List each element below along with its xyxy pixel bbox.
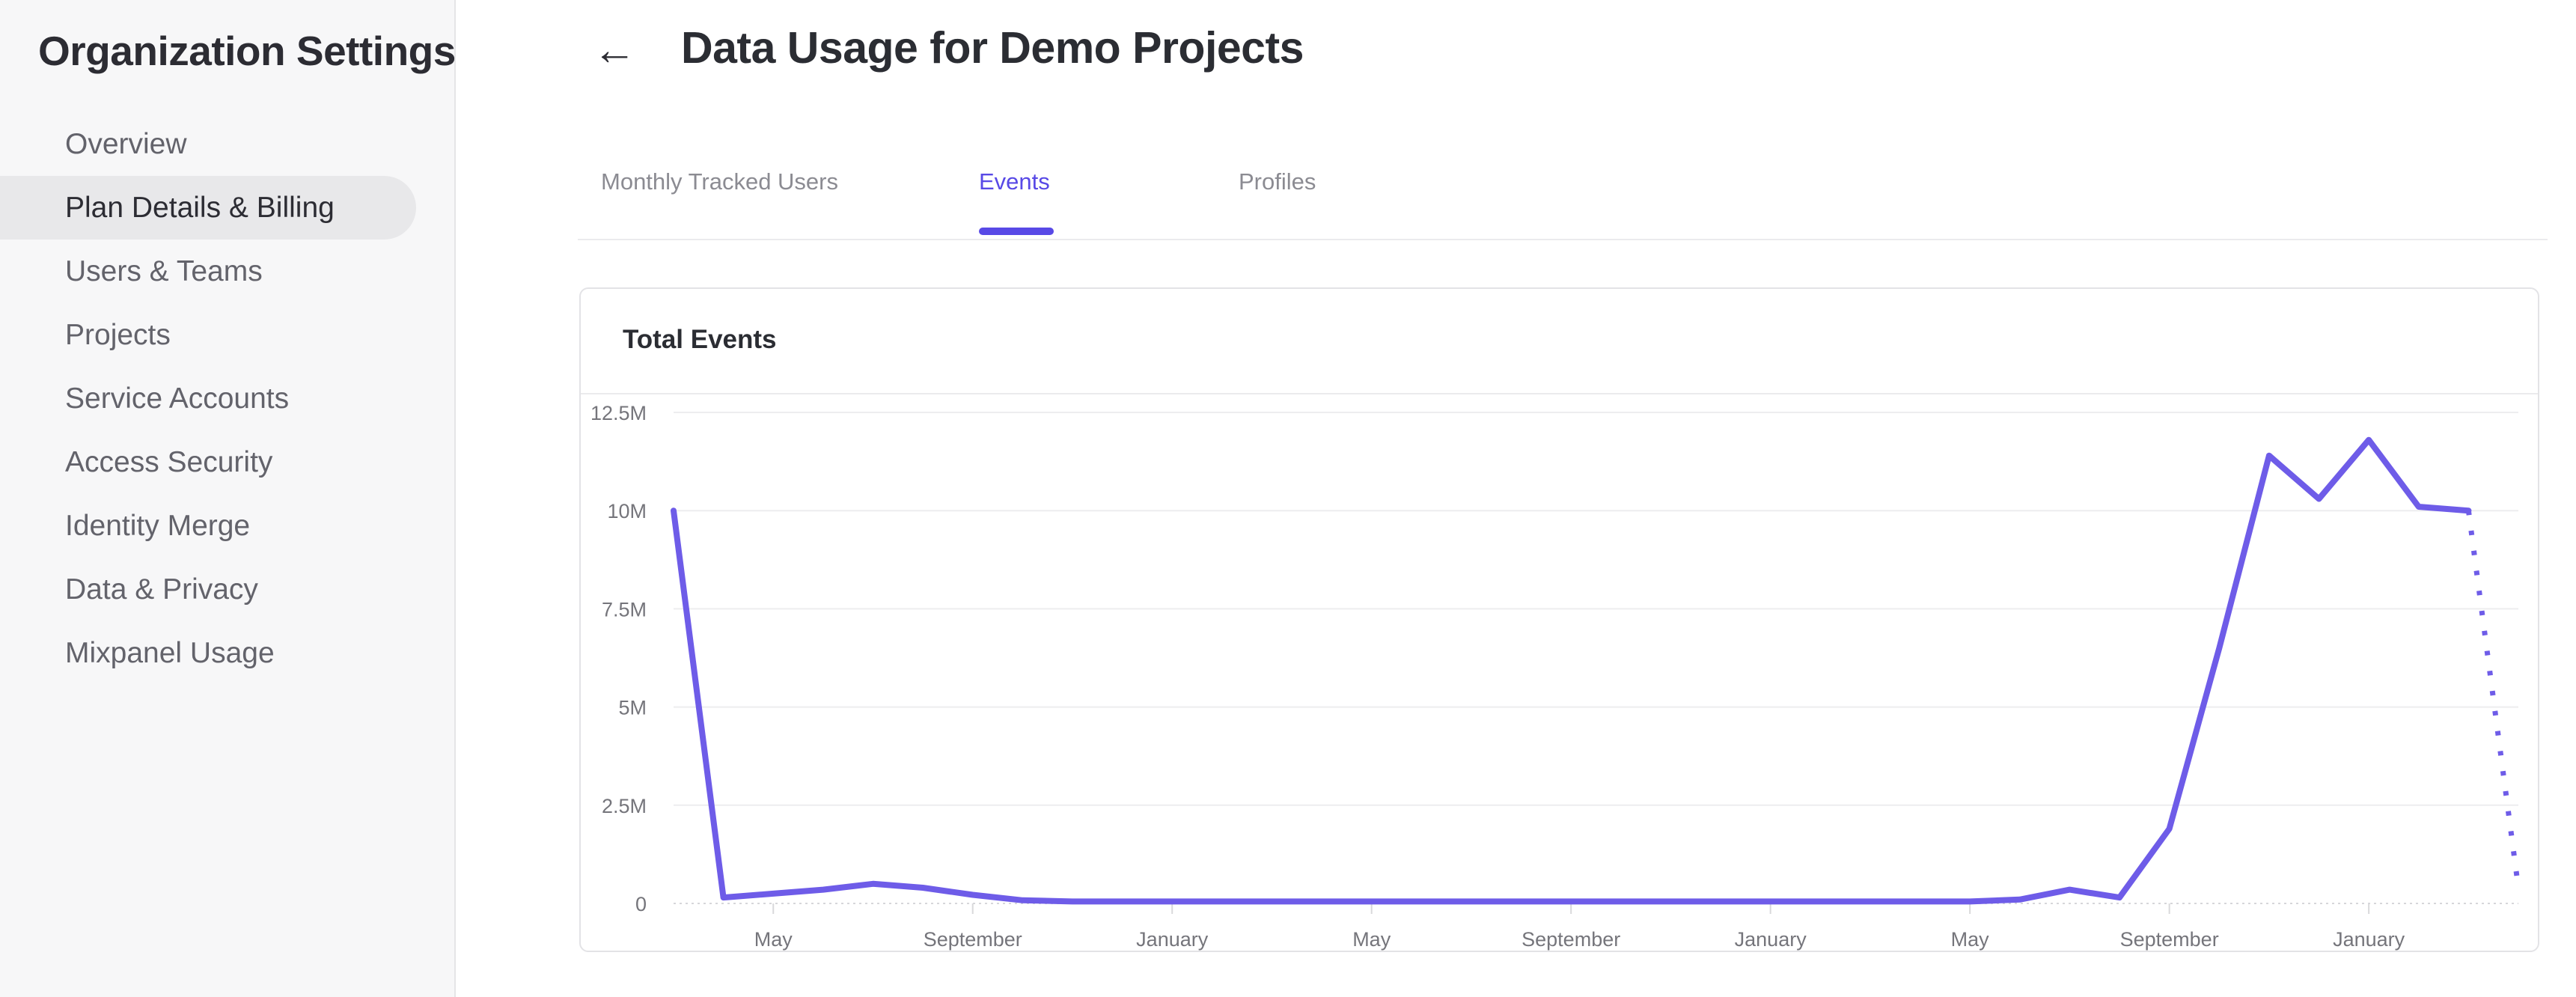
sidebar-nav: Overview Plan Details & Billing Users & … bbox=[0, 112, 454, 685]
events-line-solid bbox=[671, 436, 2472, 905]
sidebar-item-projects[interactable]: Projects bbox=[65, 319, 171, 351]
y-axis-label: 7.5M bbox=[602, 598, 647, 621]
x-axis-label: September bbox=[924, 928, 1022, 951]
card-title: Total Events bbox=[623, 325, 777, 354]
x-axis-label: January bbox=[2333, 928, 2405, 951]
back-button[interactable]: ← bbox=[588, 16, 641, 84]
x-axis-label: January bbox=[1136, 928, 1209, 951]
sidebar-item-users-teams[interactable]: Users & Teams bbox=[65, 255, 263, 287]
x-axis-label: January bbox=[1735, 928, 1807, 951]
sidebar-title: Organization Settings bbox=[38, 28, 456, 74]
y-axis-label: 5M bbox=[618, 697, 647, 719]
events-line-projection bbox=[2465, 510, 2521, 888]
tab-monthly-tracked-users[interactable]: Monthly Tracked Users bbox=[601, 168, 838, 195]
x-axis-label: September bbox=[2120, 928, 2219, 951]
card-header: Total Events bbox=[581, 289, 2538, 394]
y-axis-label: 2.5M bbox=[602, 795, 647, 817]
sidebar-item-overview[interactable]: Overview bbox=[65, 128, 187, 160]
sidebar-item-plan-billing[interactable]: Plan Details & Billing bbox=[0, 176, 416, 240]
page-title: Data Usage for Demo Projects bbox=[681, 23, 1304, 73]
x-axis-label: May bbox=[1951, 928, 1990, 951]
sidebar-item-data-privacy[interactable]: Data & Privacy bbox=[65, 573, 258, 606]
y-axis-label: 12.5M bbox=[590, 402, 647, 424]
y-axis-label: 10M bbox=[607, 500, 647, 522]
sidebar-item-identity-merge[interactable]: Identity Merge bbox=[65, 510, 251, 542]
tabs-divider bbox=[578, 239, 2548, 240]
sidebar-item-mixpanel-usage[interactable]: Mixpanel Usage bbox=[65, 637, 275, 669]
back-arrow-icon: ← bbox=[593, 25, 636, 74]
org-settings-sidebar: Organization Settings Overview Plan Deta… bbox=[0, 0, 456, 997]
tab-profiles[interactable]: Profiles bbox=[1239, 168, 1316, 195]
y-axis-label: 0 bbox=[635, 893, 647, 915]
tab-events[interactable]: Events bbox=[979, 168, 1050, 195]
sidebar-item-access-security[interactable]: Access Security bbox=[65, 446, 273, 478]
x-axis-label: September bbox=[1522, 928, 1620, 951]
active-tab-indicator bbox=[979, 228, 1054, 235]
x-axis-label: May bbox=[1352, 928, 1391, 951]
total-events-card: Total Events 0 2.5M 5M 7.5M 10M 12.5M May Septe… bbox=[579, 287, 2539, 952]
total-events-line-chart: 0 2.5M 5M 7.5M 10M 12.5M May September January Ma… bbox=[590, 402, 2521, 951]
sidebar-item-service-accounts[interactable]: Service Accounts bbox=[65, 382, 290, 415]
x-axis-label: May bbox=[754, 928, 793, 951]
